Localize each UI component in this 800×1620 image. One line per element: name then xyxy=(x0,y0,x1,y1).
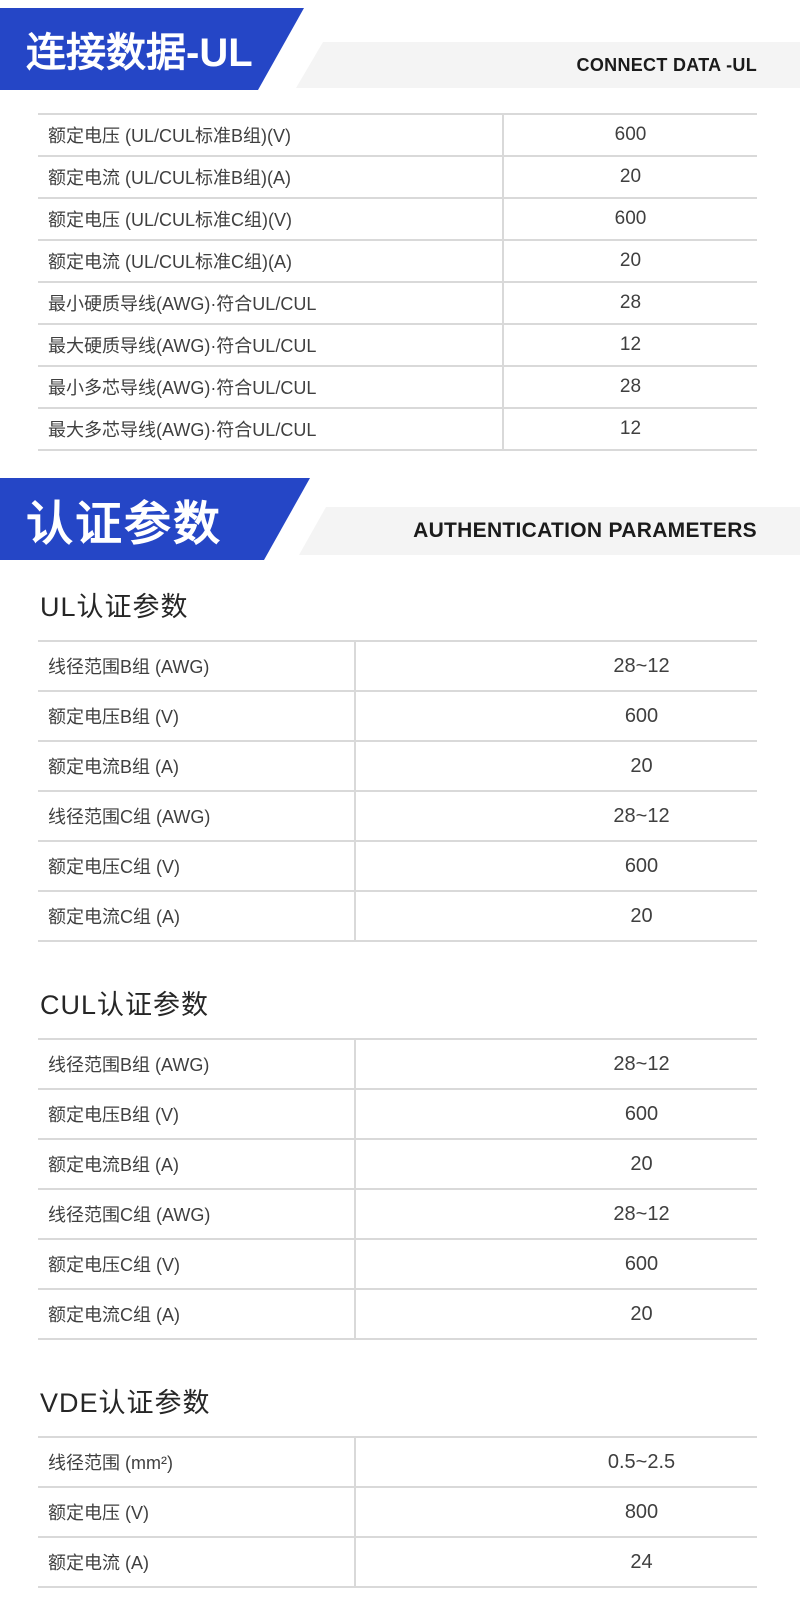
row-value: 20 xyxy=(354,892,757,940)
row-value: 20 xyxy=(354,742,757,790)
row-value: 600 xyxy=(502,115,757,155)
row-label: 额定电压B组 (V) xyxy=(48,1105,180,1125)
table-row: 最大硬质导线(AWG)·符合UL/CUL 12 xyxy=(38,325,757,367)
table-row: 线径范围C组 (AWG) 28~12 xyxy=(38,1190,757,1240)
table-row: 额定电流B组 (A) 20 xyxy=(38,1140,757,1190)
table-row: 最小硬质导线(AWG)·符合UL/CUL 28 xyxy=(38,283,757,325)
table-row: 线径范围B组 (AWG) 28~12 xyxy=(38,642,757,692)
row-label: 额定电流 (UL/CUL标准B组)(A) xyxy=(48,168,292,188)
row-value: 24 xyxy=(354,1538,757,1586)
section-heading-cul: CUL认证参数 xyxy=(40,990,210,1020)
row-value: 28~12 xyxy=(354,1040,757,1088)
section-heading-ul: UL认证参数 xyxy=(40,592,189,622)
auth-params-banner-subbar: AUTHENTICATION PARAMETERS xyxy=(299,507,800,555)
connect-data-title-en: CONNECT DATA -UL xyxy=(576,54,757,75)
section-heading-vde: VDE认证参数 xyxy=(40,1388,211,1418)
row-value: 600 xyxy=(502,199,757,239)
row-label: 线径范围B组 (AWG) xyxy=(48,1055,210,1075)
ul-params-table: 线径范围B组 (AWG) 28~12 额定电压B组 (V) 600 额定电流B组… xyxy=(38,640,757,942)
auth-params-title-cn: 认证参数 xyxy=(26,496,222,550)
row-value: 800 xyxy=(354,1488,757,1536)
row-label: 线径范围B组 (AWG) xyxy=(48,657,210,677)
table-row: 线径范围 (mm²) 0.5~2.5 xyxy=(38,1438,757,1488)
auth-params-banner-ribbon: 认证参数 xyxy=(0,478,310,560)
row-label: 额定电流C组 (A) xyxy=(48,907,180,927)
row-value: 600 xyxy=(354,842,757,890)
table-row: 额定电压 (UL/CUL标准C组)(V) 600 xyxy=(38,199,757,241)
row-label: 最大多芯导线(AWG)·符合UL/CUL xyxy=(48,420,317,440)
row-label: 额定电压B组 (V) xyxy=(48,707,180,727)
row-label: 额定电流 (UL/CUL标准C组)(A) xyxy=(48,252,293,272)
row-label: 最小硬质导线(AWG)·符合UL/CUL xyxy=(48,294,317,314)
row-value: 12 xyxy=(502,409,757,449)
connect-data-banner-subbar: CONNECT DATA -UL xyxy=(296,42,800,88)
table-row: 额定电流C组 (A) 20 xyxy=(38,1290,757,1340)
cul-params-table: 线径范围B组 (AWG) 28~12 额定电压B组 (V) 600 额定电流B组… xyxy=(38,1038,757,1340)
row-label: 额定电流B组 (A) xyxy=(48,1155,180,1175)
table-row: 额定电流C组 (A) 20 xyxy=(38,892,757,942)
row-label: 最大硬质导线(AWG)·符合UL/CUL xyxy=(48,336,317,356)
row-label: 额定电流C组 (A) xyxy=(48,1305,180,1325)
vde-params-table: 线径范围 (mm²) 0.5~2.5 额定电压 (V) 800 额定电流 (A)… xyxy=(38,1436,757,1588)
connect-data-title-cn: 连接数据-UL xyxy=(26,31,253,75)
row-label: 额定电压 (UL/CUL标准B组)(V) xyxy=(48,126,292,146)
row-value: 600 xyxy=(354,692,757,740)
row-label: 额定电压C组 (V) xyxy=(48,1255,180,1275)
row-value: 20 xyxy=(502,241,757,281)
row-label: 线径范围C组 (AWG) xyxy=(48,807,211,827)
table-row: 额定电压 (V) 800 xyxy=(38,1488,757,1538)
table-row: 最小多芯导线(AWG)·符合UL/CUL 28 xyxy=(38,367,757,409)
connect-data-banner: 连接数据-UL CONNECT DATA -UL xyxy=(0,8,800,90)
table-row: 线径范围B组 (AWG) 28~12 xyxy=(38,1040,757,1090)
row-label: 线径范围 (mm²) xyxy=(48,1453,173,1473)
table-row: 额定电流B组 (A) 20 xyxy=(38,742,757,792)
row-value: 20 xyxy=(354,1140,757,1188)
table-row: 额定电压 (UL/CUL标准B组)(V) 600 xyxy=(38,115,757,157)
table-row: 额定电压C组 (V) 600 xyxy=(38,842,757,892)
row-label: 线径范围C组 (AWG) xyxy=(48,1205,211,1225)
row-value: 28 xyxy=(502,283,757,323)
table-row: 线径范围C组 (AWG) 28~12 xyxy=(38,792,757,842)
table-row: 额定电流 (UL/CUL标准C组)(A) 20 xyxy=(38,241,757,283)
row-value: 12 xyxy=(502,325,757,365)
row-label: 额定电压 (UL/CUL标准C组)(V) xyxy=(48,210,293,230)
table-row: 额定电流 (A) 24 xyxy=(38,1538,757,1588)
table-row: 最大多芯导线(AWG)·符合UL/CUL 12 xyxy=(38,409,757,451)
row-value: 28 xyxy=(502,367,757,407)
row-label: 额定电压C组 (V) xyxy=(48,857,180,877)
row-value: 600 xyxy=(354,1240,757,1288)
row-value: 20 xyxy=(354,1290,757,1338)
table-row: 额定电压B组 (V) 600 xyxy=(38,1090,757,1140)
row-value: 28~12 xyxy=(354,1190,757,1238)
row-label: 额定电流B组 (A) xyxy=(48,757,180,777)
row-value: 28~12 xyxy=(354,792,757,840)
table-row: 额定电流 (UL/CUL标准B组)(A) 20 xyxy=(38,157,757,199)
table-row: 额定电压C组 (V) 600 xyxy=(38,1240,757,1290)
auth-params-title-en: AUTHENTICATION PARAMETERS xyxy=(413,519,757,542)
row-value: 0.5~2.5 xyxy=(354,1438,757,1486)
spec-page: { "colors": { "accent_blue": "#2546c6", … xyxy=(0,8,800,1620)
auth-params-banner: 认证参数 AUTHENTICATION PARAMETERS xyxy=(0,478,800,560)
row-value: 28~12 xyxy=(354,642,757,690)
row-label: 最小多芯导线(AWG)·符合UL/CUL xyxy=(48,378,317,398)
connect-data-banner-ribbon: 连接数据-UL xyxy=(0,8,304,90)
connect-data-table: 额定电压 (UL/CUL标准B组)(V) 600 额定电流 (UL/CUL标准B… xyxy=(38,113,757,451)
row-value: 20 xyxy=(502,157,757,197)
row-label: 额定电流 (A) xyxy=(48,1553,149,1573)
row-label: 额定电压 (V) xyxy=(48,1503,149,1523)
table-row: 额定电压B组 (V) 600 xyxy=(38,692,757,742)
row-value: 600 xyxy=(354,1090,757,1138)
